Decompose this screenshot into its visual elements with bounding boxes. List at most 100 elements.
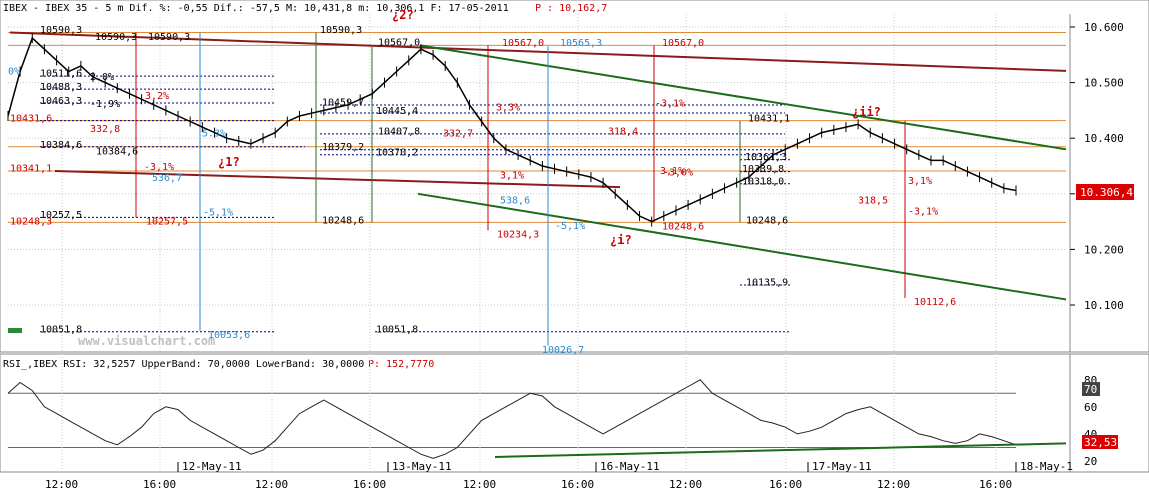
value-label: 538,6 — [500, 195, 530, 206]
price-label: 10257,5 — [146, 216, 188, 227]
percent-label: 3,1% — [908, 176, 932, 187]
price-label: 10445,4 — [376, 106, 418, 117]
value-label: 332,7 — [443, 129, 473, 140]
rsi-trendline — [494, 442, 1067, 458]
x-tick-label: 12:00 — [463, 478, 496, 491]
last-price-box — [1076, 184, 1134, 200]
day-label: 16-May-11 — [600, 460, 660, 473]
percent-label: -3,0% — [663, 168, 693, 179]
percent-label: -3,1% — [655, 99, 685, 110]
price-label: 10567,0 — [378, 37, 420, 48]
header-bar — [1, 1, 1148, 14]
percent-label: -1,9% — [90, 99, 120, 110]
price-line — [7, 36, 1017, 223]
price-label: 10248,6 — [662, 221, 704, 232]
price-label: 10234,3 — [497, 229, 539, 240]
price-label: 10051,8 — [376, 324, 418, 335]
wave-label: ¿2? — [392, 8, 414, 22]
x-tick-label: 12:00 — [255, 478, 288, 491]
day-label: 17-May-11 — [812, 460, 872, 473]
wave-label: ¿1? — [218, 155, 240, 169]
y-tick-label: 10.500 — [1084, 77, 1124, 90]
fibo-lines — [8, 32, 1066, 333]
price-label: 10511,6 — [40, 69, 82, 80]
percent-label: 3,1% — [660, 166, 684, 177]
price-label: 10384,6 — [96, 146, 138, 157]
price-label: 10590,3 — [148, 32, 190, 43]
price-label: 10135,9 — [746, 278, 788, 289]
watermark: www.visualchart.com — [78, 334, 215, 348]
price-label: 10318,0 — [742, 176, 784, 187]
x-tick-label: 12:00 — [669, 478, 702, 491]
rsi-panel — [0, 353, 1149, 473]
main-panel — [0, 0, 1149, 353]
x-tick-label: 16:00 — [353, 478, 386, 491]
rsi-header: RSI_,IBEX RSI: 32,5257 UpperBand: 70,000… — [3, 359, 364, 370]
price-label: 10384,6 — [40, 140, 82, 151]
channel-lower-maroon — [54, 170, 621, 189]
channel-upper-maroon — [9, 31, 1067, 72]
price-label: 10026,7 — [542, 345, 584, 356]
price-label: 10459,7 — [322, 98, 364, 109]
x-tick-label: 12:00 — [45, 478, 78, 491]
rsi-p-label: P: 152,7770 — [368, 359, 434, 370]
rsi-current-box — [1082, 435, 1118, 449]
x-axis: 12:00 16:00 12:00 16:00 12:00 16:00 12:00 16:00… — [45, 460, 1073, 491]
price-label: 10488,3 — [40, 82, 82, 93]
x-tick-label: 16:00 — [561, 478, 594, 491]
x-tick-label: 16:00 — [143, 478, 176, 491]
day-label: 12-May-11 — [182, 460, 242, 473]
day-label: 18-May-1 — [1020, 460, 1073, 473]
price-label: 10370,2 — [376, 148, 418, 159]
y-tick-label: 10.100 — [1084, 299, 1124, 312]
wave-label: ¿ii? — [852, 105, 881, 119]
price-label: 10431,6 — [10, 114, 52, 125]
price-label: 10257,5 — [40, 210, 82, 221]
header-p-label: P : 10,162,7 — [535, 3, 607, 14]
percent-label: -3,1% — [908, 206, 938, 217]
price-label: 10565,3 — [560, 38, 602, 49]
percent-label: -5,1% — [203, 208, 233, 219]
price-label: 10051,8 — [40, 324, 82, 335]
rsi-upper-value: 70 — [1084, 383, 1097, 396]
day-label: 13-May-11 — [392, 460, 452, 473]
percent-label: 3,3% — [496, 103, 520, 114]
rsi-y-tick-label: 60 — [1084, 401, 1097, 414]
y-tick-label: 10.400 — [1084, 132, 1124, 145]
price-label: 10248,6 — [746, 215, 788, 226]
percent-label: 2.0% — [90, 72, 114, 83]
last-price-label: 10.306,4 — [1080, 186, 1133, 199]
y-tick-label: 10.600 — [1084, 21, 1124, 34]
wave-label: ¿i? — [610, 233, 632, 247]
percent-label: 3,1% — [500, 170, 524, 181]
price-label: 10339,8 — [742, 164, 784, 175]
header-text: IBEX - IBEX 35 - 5 m Dif. %: -0,55 Dif.:… — [3, 3, 509, 14]
percent-label: -5,1% — [555, 221, 585, 232]
value-label: 318,4 — [608, 126, 638, 137]
percent-label: 3,2% — [145, 91, 169, 102]
price-label: 10248,3 — [10, 216, 52, 227]
price-label: 10248,6 — [322, 215, 364, 226]
price-label: 10053,6 — [208, 330, 250, 341]
price-label: 10341,1 — [10, 164, 52, 175]
watermark-icon — [8, 328, 22, 333]
rsi-y-tick-label: 20 — [1084, 455, 1097, 468]
rsi-line — [7, 379, 1017, 459]
price-label: 10590,3 — [320, 25, 362, 36]
x-tick-label: 12:00 — [877, 478, 910, 491]
price-label: 10590,3 — [95, 32, 137, 43]
value-label: 318,5 — [858, 195, 888, 206]
price-label: 10112,6 — [914, 297, 956, 308]
measure-lines — [135, 32, 906, 346]
price-label: 10431,1 — [748, 114, 790, 125]
x-tick-label: 16:00 — [769, 478, 802, 491]
percent-label: 0% — [8, 66, 20, 77]
price-label: 10361,3 — [745, 152, 787, 163]
price-label: 10407,8 — [378, 126, 420, 137]
y-tick-label: 10.200 — [1084, 243, 1124, 256]
annotation-labels: 10590,3 10590,3 10590,3 10590,3 10567,0 10567… — [8, 8, 956, 356]
grid — [8, 14, 1066, 352]
price-series — [7, 33, 1017, 227]
